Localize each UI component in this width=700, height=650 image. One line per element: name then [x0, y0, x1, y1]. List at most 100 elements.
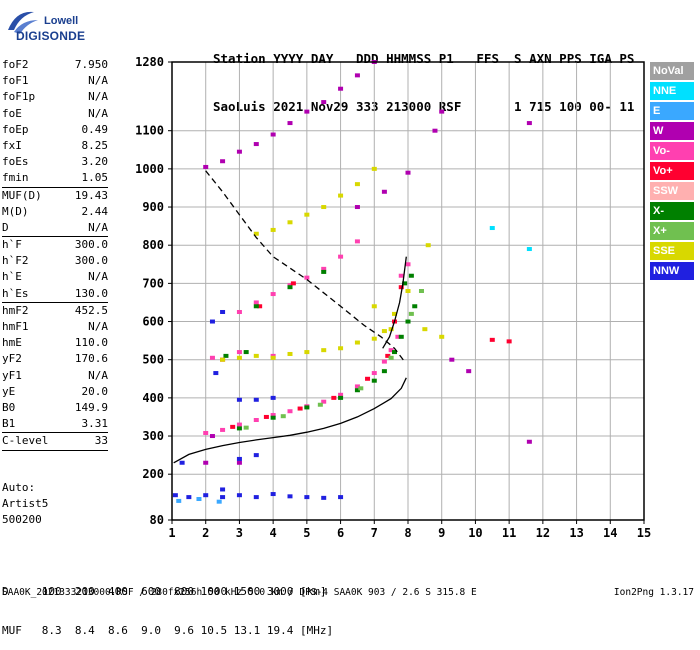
echo-point	[236, 456, 242, 461]
echo-point	[388, 348, 394, 353]
param-row: h`F2 300.0	[2, 253, 108, 269]
echo-point	[287, 121, 293, 126]
echo-point	[236, 350, 242, 355]
echo-point	[385, 353, 391, 358]
param-value: N/A	[88, 106, 108, 120]
echo-point	[236, 493, 242, 498]
echo-point	[287, 220, 293, 225]
param-value: 19.43	[74, 188, 108, 202]
param-label: hmF1	[2, 320, 29, 333]
echo-point	[354, 73, 360, 78]
param-row: B0 149.9	[2, 400, 108, 416]
param-label: MUF(D)	[2, 188, 42, 202]
echo-point	[220, 159, 226, 164]
echo-point	[270, 132, 276, 137]
echo-point	[321, 100, 327, 105]
echo-point	[392, 311, 398, 316]
x-tick-label: 13	[569, 526, 583, 540]
echo-point	[304, 212, 310, 217]
echo-point	[466, 369, 472, 374]
echo-point	[412, 304, 418, 309]
y-tick-label: 400	[142, 391, 164, 405]
y-tick-label: 600	[142, 315, 164, 329]
echo-point	[253, 142, 259, 147]
y-tick-label: 200	[142, 467, 164, 481]
param-row: foEp 0.49	[2, 122, 108, 138]
param-row: foF1 N/A	[2, 73, 108, 89]
echo-point	[287, 285, 293, 290]
program-version: Ion2Png 1.3.17	[613, 587, 694, 598]
param-value: 8.25	[81, 138, 109, 152]
echo-point	[402, 281, 408, 286]
x-tick-label: 14	[603, 526, 617, 540]
file-info-footer: SAA0K_2021333213000.RSF / 280fx256h 50 k…	[2, 587, 477, 598]
echo-point	[506, 339, 512, 344]
x-tick-label: 10	[468, 526, 482, 540]
echo-point	[354, 384, 360, 389]
param-value: N/A	[88, 368, 108, 382]
echo-point	[354, 239, 360, 244]
param-value: 110.0	[74, 336, 108, 350]
param-row: MUF(D) 19.43	[2, 188, 108, 204]
echo-point	[321, 266, 327, 271]
echo-point	[220, 427, 226, 432]
echo-point	[388, 355, 394, 360]
param-label: h`F	[2, 238, 22, 252]
echo-point	[230, 424, 236, 429]
echo-point	[489, 337, 495, 342]
y-tick-label: 300	[142, 429, 164, 443]
echo-point	[179, 460, 185, 465]
echo-point	[338, 495, 344, 500]
echo-point	[270, 227, 276, 232]
param-label: M(D)	[2, 204, 29, 218]
echo-point	[398, 334, 404, 339]
echo-point	[338, 346, 344, 351]
echo-point	[371, 371, 377, 376]
param-row: fmin 1.05	[2, 170, 108, 186]
param-value: 1.05	[81, 171, 109, 185]
param-label: B1	[2, 417, 16, 431]
echo-point	[236, 426, 242, 431]
echo-point	[236, 460, 242, 465]
echo-point	[526, 121, 532, 126]
muf-line	[205, 170, 406, 362]
echo-point	[253, 453, 259, 458]
echo-point	[213, 371, 219, 376]
echo-point	[489, 226, 495, 231]
echo-point	[365, 376, 371, 381]
param-value: 149.9	[74, 400, 108, 414]
y-tick-label: 700	[142, 276, 164, 290]
param-label: foEs	[2, 155, 29, 169]
echo-point	[223, 353, 229, 358]
echo-point	[526, 247, 532, 252]
param-label: yE	[2, 384, 16, 398]
echo-point	[297, 406, 303, 411]
profile-lines	[173, 170, 407, 464]
param-label: yF2	[2, 352, 22, 366]
echo-point	[290, 281, 296, 286]
x-tick-label: 15	[637, 526, 651, 540]
param-row: yE 20.0	[2, 384, 108, 400]
legend-entry: NNW	[650, 262, 694, 280]
param-row: foEs 3.20	[2, 154, 108, 170]
param-value: 3.20	[81, 155, 109, 169]
x-tick-label: 2	[202, 526, 209, 540]
echo-point	[371, 336, 377, 341]
echo-point	[203, 430, 209, 435]
param-row: foE N/A	[2, 106, 108, 122]
echo-point	[203, 164, 209, 169]
echo-point	[354, 340, 360, 345]
legend-entry: SSW	[650, 182, 694, 200]
y-tick-label: 1280	[135, 55, 164, 69]
echo-point	[321, 348, 327, 353]
trace-line	[382, 256, 407, 349]
param-row: M(D) 2.44	[2, 204, 108, 220]
param-row: B1 3.31	[2, 416, 108, 432]
logo-mark-icon	[8, 11, 38, 34]
echo-point	[381, 189, 387, 194]
echo-point	[408, 273, 414, 278]
param-label: foF1	[2, 74, 29, 88]
echo-point	[526, 439, 532, 444]
echo-point	[398, 285, 404, 290]
param-row: D N/A	[2, 220, 108, 236]
